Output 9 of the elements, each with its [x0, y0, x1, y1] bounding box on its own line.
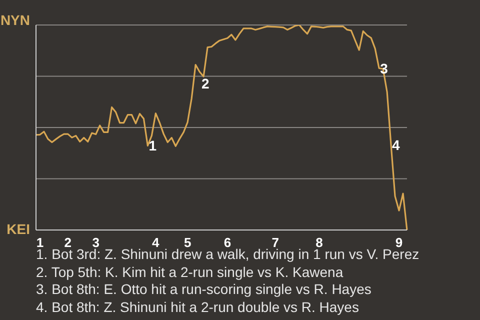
annotation: 3 — [380, 60, 388, 76]
annotation: 4 — [392, 137, 400, 154]
text: KEI — [6, 221, 30, 237]
text: 2. Top 5th: K. Kim hit a 2-run single vs K. Kawena — [36, 264, 344, 281]
text: 4. Bot 8th: Z. Shinuni hit a 2-run double vs R. Hayes — [36, 298, 360, 316]
annotation: 2 — [202, 76, 210, 92]
text: 3. Bot 8th: E. Otto hit a run-scoring single vs R. Hayes — [36, 281, 372, 298]
annotation: 1 — [148, 138, 157, 154]
text: NYN — [0, 12, 30, 28]
